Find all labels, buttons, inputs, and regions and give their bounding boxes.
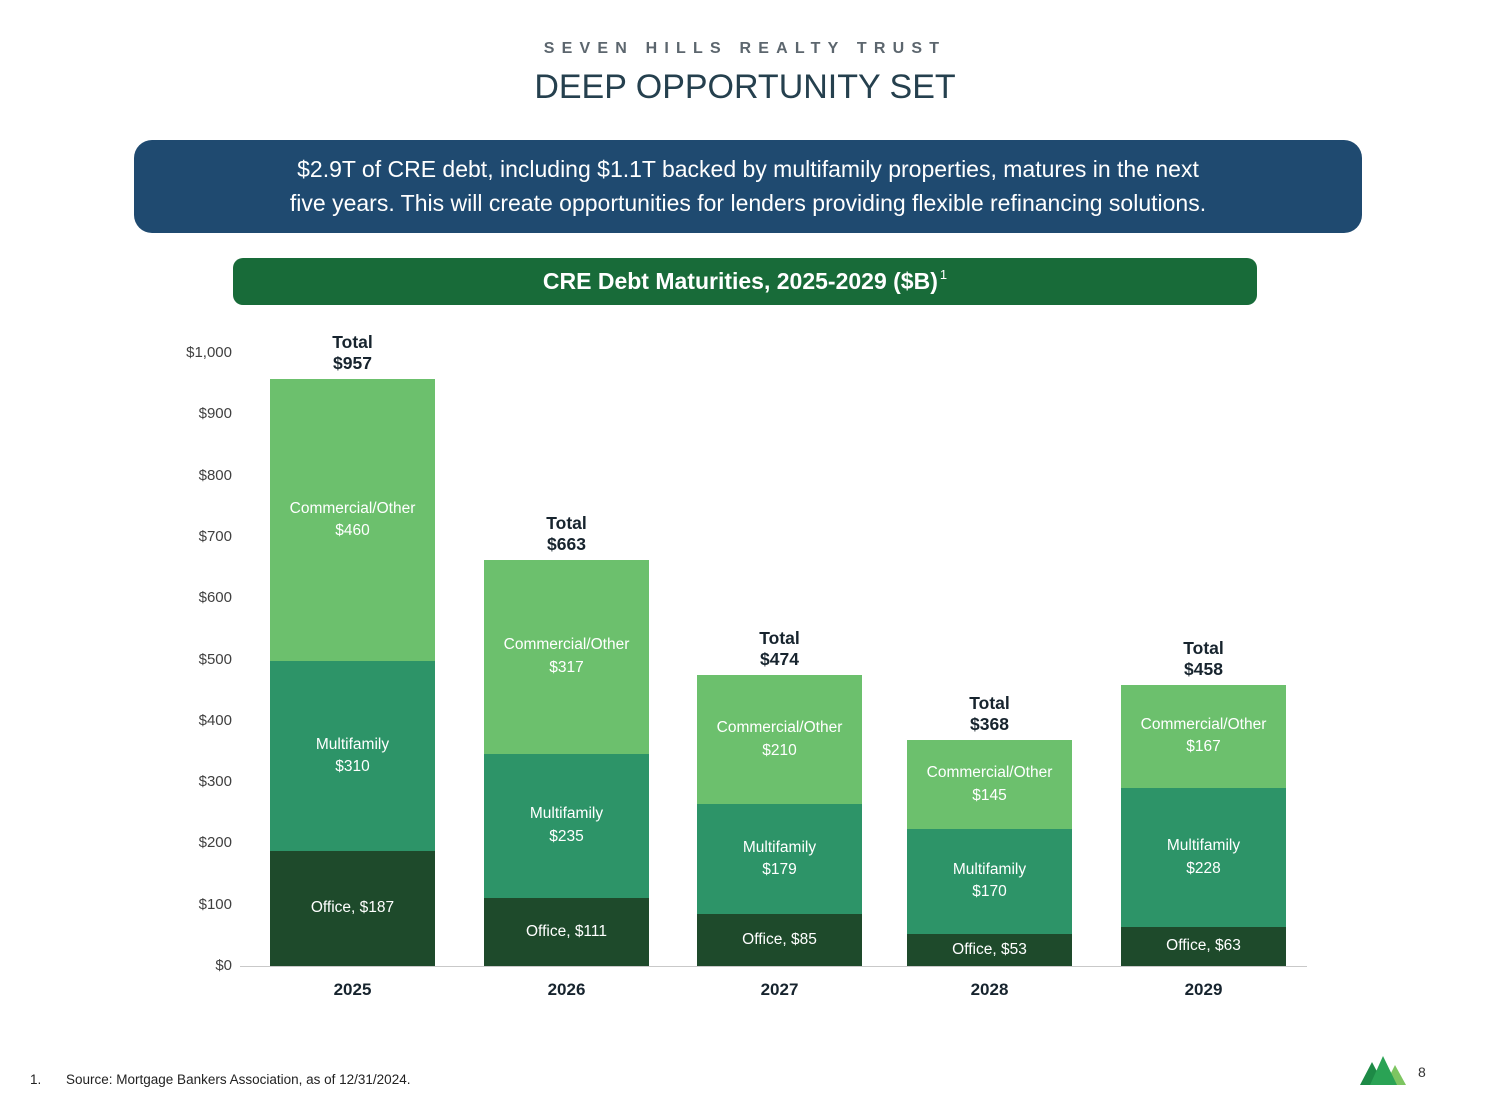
segment-commercial-other-2028: Commercial/Other $145	[907, 740, 1072, 830]
y-axis-tick-label: $500	[198, 650, 232, 668]
chart-title-bar: CRE Debt Maturities, 2025-2029 ($B) 1	[233, 258, 1257, 305]
x-axis-label-2025: 2025	[333, 980, 372, 999]
page-title: DEEP OPPORTUNITY SET	[534, 68, 956, 106]
segment-office-2028: Office, $53	[907, 933, 1072, 966]
stacked-bar-2027: Office, $85 Multifamily $179 Commercial/Oth…	[697, 675, 862, 966]
footnote-marker: 1	[939, 267, 948, 282]
segment-label: Multifamily $179	[742, 838, 817, 879]
x-axis-label-2026: 2026	[547, 980, 586, 999]
segment-commercial-other-2026: Commercial/Other $317	[484, 559, 649, 754]
y-axis-tick-label: $700	[198, 527, 232, 545]
segment-label: Commercial/Other $145	[926, 764, 1053, 804]
segment-multifamily-2028: Multifamily $170	[907, 829, 1072, 934]
brand-name: SEVEN HILLS REALTY TRUST	[543, 40, 947, 57]
callout-banner: $2.9T of CRE debt, including $1.1T backe…	[134, 140, 1362, 233]
x-axis-label-2027: 2027	[760, 980, 799, 999]
segment-commercial-other-2029: Commercial/Other $167	[1121, 685, 1286, 788]
y-axis-tick-label: $400	[198, 711, 232, 729]
stacked-bar-2028: Office, $53 Multifamily $170 Commercial/Oth…	[907, 740, 1072, 966]
segment-label: Multifamily $235	[529, 805, 604, 845]
stacked-bar-chart: $0 $100 $200 $300 $400 $500 $600 $700 $800 $900 $1…	[160, 330, 1330, 1030]
segment-label: Commercial/Other $167	[1140, 715, 1267, 756]
segment-label: Office, $187	[310, 899, 395, 917]
segment-commercial-other-2025: Commercial/Other $460	[270, 379, 435, 662]
segment-office-2027: Office, $85	[697, 913, 862, 966]
total-label-2029: Total $458	[1183, 638, 1224, 680]
y-axis-tick-label: $900	[198, 405, 232, 423]
segment-office-2029: Office, $63	[1121, 927, 1286, 966]
y-axis-tick-label: $200	[198, 834, 232, 852]
y-axis-tick-label: $300	[198, 773, 232, 791]
segment-office-2026: Office, $111	[484, 897, 649, 966]
segment-multifamily-2027: Multifamily $179	[697, 804, 862, 914]
segment-label: Office, $53	[952, 940, 1027, 958]
footnote-number: 1.	[30, 1072, 42, 1087]
y-axis-tick-label: $1,000	[186, 344, 232, 361]
segment-label: Multifamily $310	[315, 735, 390, 776]
page-number: 8	[1418, 1064, 1426, 1080]
y-axis-tick-label: $0	[215, 957, 232, 974]
segment-commercial-other-2027: Commercial/Other $210	[697, 675, 862, 805]
segment-office-2025: Office, $187	[270, 851, 435, 966]
total-label-2028: Total $368	[969, 693, 1010, 735]
stacked-bar-2029: Office, $63 Multifamily $228 Commercial/Oth…	[1121, 685, 1286, 966]
segment-label: Office, $63	[1166, 937, 1241, 955]
segment-multifamily-2029: Multifamily $228	[1121, 787, 1286, 928]
segment-label: Multifamily $170	[952, 860, 1027, 901]
callout-line-1: $2.9T of CRE debt, including $1.1T backe…	[297, 156, 1199, 183]
seven-hills-mountain-logo-icon	[1360, 1054, 1410, 1086]
chart-title-text: CRE Debt Maturities, 2025-2029 ($B)	[542, 268, 938, 294]
segment-label: Office, $85	[742, 930, 817, 948]
source-footnote: 1. Source: Mortgage Bankers Association, …	[30, 1072, 410, 1087]
x-axis-label-2028: 2028	[970, 980, 1009, 999]
callout-line-2: five years. This will create opportuniti…	[289, 189, 1207, 216]
total-label-2025: Total $957	[332, 332, 373, 374]
total-label-2027: Total $474	[759, 628, 800, 670]
segment-label: Commercial/Other $460	[289, 499, 416, 540]
x-axis-line	[240, 966, 1307, 967]
footnote-source-text: Source: Mortgage Bankers Association, as…	[66, 1072, 411, 1087]
segment-label: Multifamily $228	[1166, 837, 1241, 877]
segment-label: Commercial/Other $210	[716, 719, 843, 759]
segment-multifamily-2026: Multifamily $235	[484, 753, 649, 898]
stacked-bar-2026: Office, $111 Multifamily $235 Commercial/Ot…	[484, 559, 649, 966]
segment-multifamily-2025: Multifamily $310	[270, 661, 435, 852]
y-axis-tick-label: $600	[198, 589, 232, 607]
segment-label: Commercial/Other $317	[503, 636, 630, 676]
y-axis-tick-label: $100	[198, 895, 232, 913]
x-axis-label-2029: 2029	[1184, 980, 1223, 999]
y-axis-tick-label: $800	[198, 466, 232, 484]
segment-label: Office, $111	[526, 922, 607, 940]
stacked-bar-2025: Office, $187 Multifamily $310 Commercial/Ot…	[270, 379, 435, 966]
total-label-2026: Total $663	[546, 512, 587, 554]
